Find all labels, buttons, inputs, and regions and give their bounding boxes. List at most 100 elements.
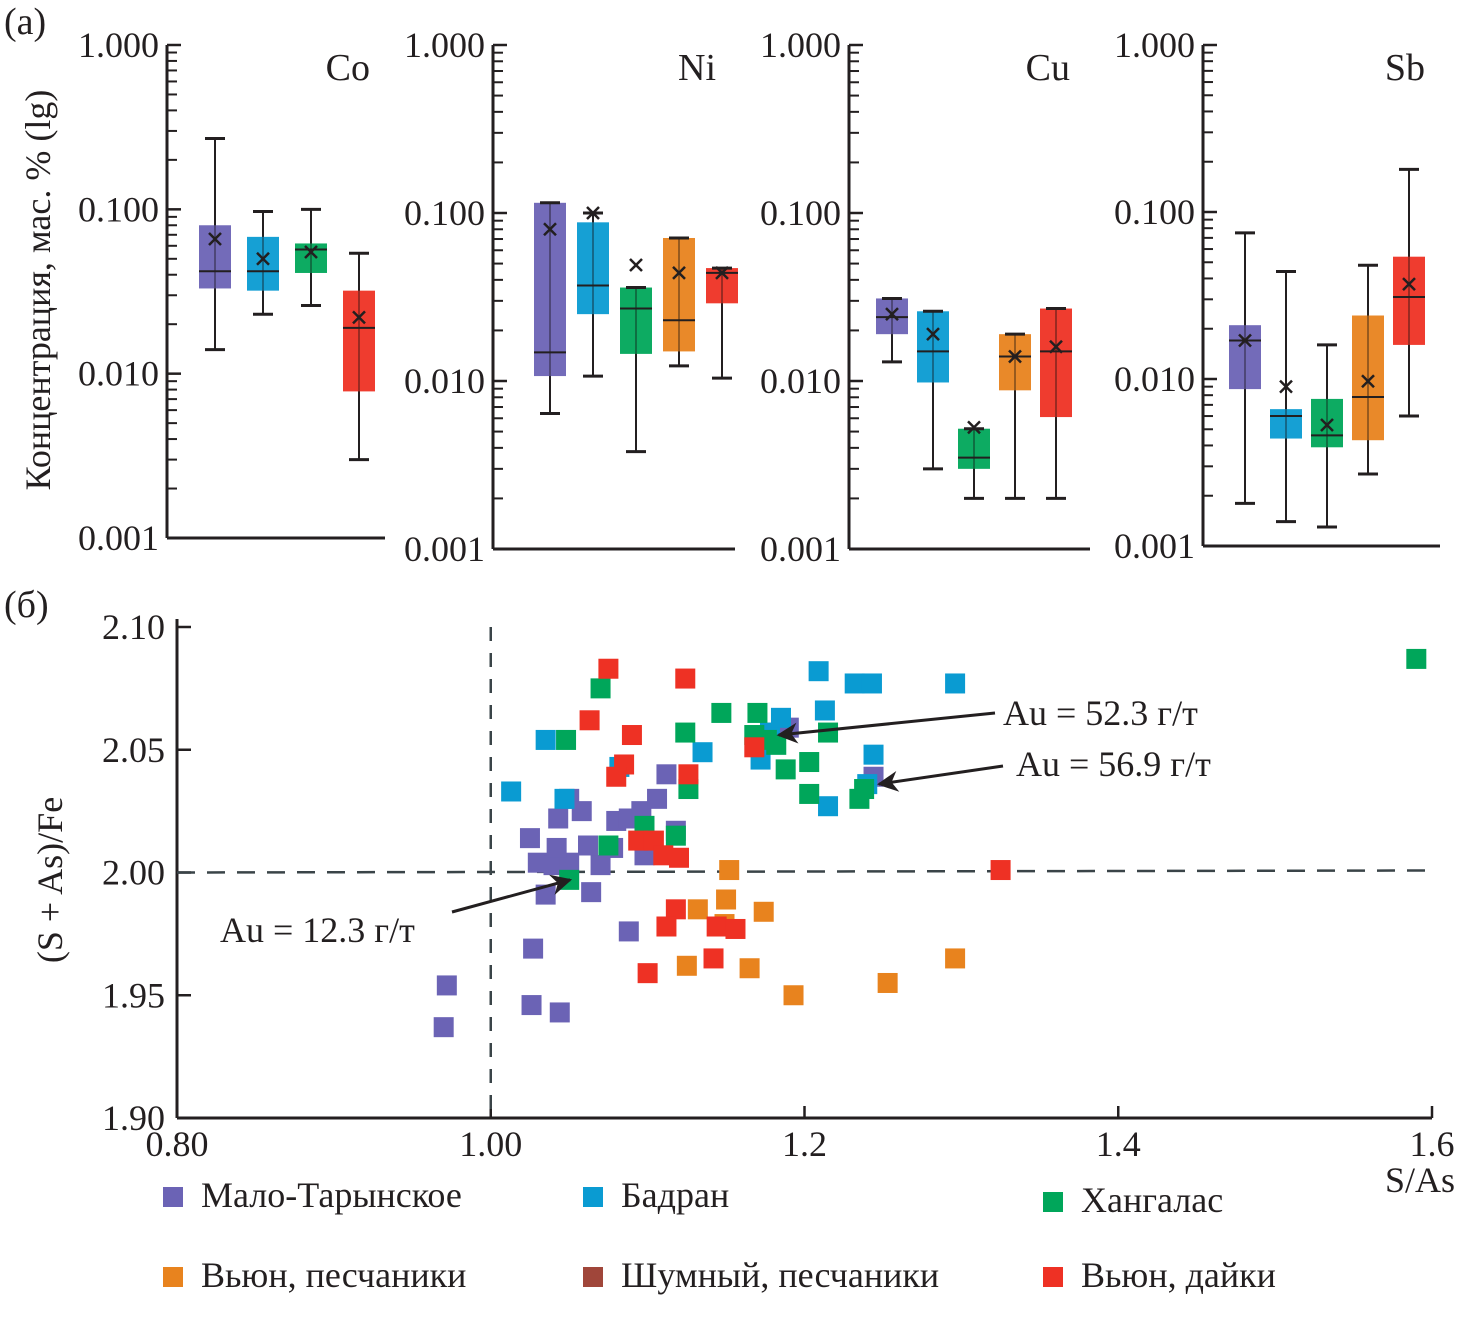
- data-point: [669, 847, 689, 868]
- x-tick-label: 1.4: [1096, 1124, 1141, 1164]
- y-tick-label: 0.010: [404, 361, 485, 401]
- y-tick-label: 0.010: [760, 361, 841, 401]
- mean-marker: [304, 245, 318, 259]
- data-point: [678, 764, 699, 785]
- data-point: [590, 855, 611, 876]
- mean-marker: [1238, 333, 1252, 348]
- legend-swatch: [1043, 1267, 1063, 1287]
- box-4: [1040, 307, 1072, 500]
- y-tick-label: 0.010: [78, 354, 159, 394]
- x-axis-title: S/As: [1385, 1160, 1455, 1200]
- data-point: [675, 668, 696, 689]
- data-point: [703, 948, 724, 969]
- legend-item-5: Вьюн, дайки: [1043, 1255, 1276, 1295]
- panel-label-a: (a): [4, 1, 46, 43]
- data-point: [676, 955, 697, 976]
- panel-title-ni: Ni: [678, 47, 716, 89]
- scatter-panel: (б) (S + As)/Fe S/As 1.90 1.95 2.00 2.05 2.10 0.…: [4, 584, 1455, 1295]
- data-point: [665, 899, 686, 920]
- data-point: [556, 729, 577, 750]
- legend-label: Шумный, песчаники: [621, 1255, 939, 1295]
- annotation-label: Au = 12.3 г/т: [220, 910, 415, 950]
- data-point: [606, 766, 627, 787]
- data-point: [521, 995, 542, 1016]
- mean-marker: [629, 258, 643, 272]
- mean-marker: [672, 266, 686, 280]
- y-tick-label: 0.100: [760, 193, 841, 233]
- annotation-arrow: [451, 874, 573, 914]
- x-tick-label: 0.80: [146, 1124, 209, 1164]
- data-point: [579, 710, 600, 731]
- legend-swatch: [163, 1267, 183, 1287]
- y-axis-title: Концентрация, мас. % (lg): [18, 90, 58, 491]
- y-tick-label: 2.00: [102, 853, 165, 893]
- data-point: [945, 948, 966, 969]
- data-point: [675, 722, 696, 743]
- y-tick-label: 0.001: [404, 529, 485, 569]
- mean-marker: [543, 222, 557, 237]
- boxplot-panels: (a) Концентрация, мас. % (lg) 1.000 0.100 0.…: [4, 1, 1440, 569]
- series-3: [676, 860, 966, 1006]
- y-tick-label: 2.10: [102, 607, 165, 647]
- data-point: [808, 661, 829, 682]
- data-point: [546, 837, 567, 858]
- box-1: [247, 210, 279, 316]
- y-axis-title: (S + As)/Fe: [30, 797, 70, 963]
- box-2: [620, 258, 652, 454]
- y-tick-label: 1.000: [1114, 25, 1195, 65]
- box-2: [958, 420, 990, 500]
- data-point: [653, 845, 674, 866]
- panel-title-co: Co: [326, 47, 370, 89]
- data-point: [990, 860, 1011, 881]
- mean-marker: [1402, 277, 1416, 291]
- data-point: [799, 752, 820, 773]
- mean-marker: [715, 266, 729, 280]
- y-tick-label: 0.100: [1114, 192, 1195, 232]
- data-point: [519, 828, 540, 849]
- x-tick-label: 1.6: [1410, 1124, 1455, 1164]
- data-point: [548, 808, 569, 829]
- panel-title-sb: Sb: [1385, 47, 1425, 89]
- data-point: [818, 796, 839, 817]
- mean-marker: [926, 327, 940, 342]
- y-tick-label: 1.000: [78, 25, 159, 65]
- data-point: [814, 700, 835, 721]
- data-point: [711, 702, 732, 723]
- data-point: [775, 759, 796, 780]
- box-3: [343, 251, 375, 462]
- panel-label-b: (б): [4, 584, 49, 626]
- data-point: [849, 788, 870, 809]
- box-3: [999, 332, 1031, 500]
- legend-item-2: Хангалас: [1043, 1180, 1223, 1220]
- data-point: [628, 830, 649, 851]
- y-tick-label: 1.95: [102, 975, 165, 1015]
- y-tick-label: 0.001: [1114, 526, 1195, 566]
- boxplot-panel-ni: 1.000 0.100 0.010 0.001 Ni: [404, 25, 738, 569]
- data-point: [598, 658, 619, 679]
- y-tick-label: 0.001: [78, 518, 159, 558]
- mean-marker: [256, 251, 270, 266]
- boxplot-panel-co: 1.000 0.100 0.010 0.001 Co: [78, 25, 385, 558]
- legend-swatch: [583, 1267, 603, 1287]
- data-point: [436, 975, 457, 996]
- mean-marker: [1049, 339, 1063, 354]
- legend-label: Вьюн, песчаники: [201, 1255, 466, 1295]
- mean-marker: [967, 420, 981, 435]
- data-point: [535, 729, 556, 750]
- data-point: [877, 972, 898, 993]
- data-point: [744, 737, 765, 758]
- y-tick-label: 0.001: [760, 529, 841, 569]
- mean-marker: [1320, 418, 1334, 432]
- box-1: [1270, 270, 1302, 524]
- annotation-label: Au = 56.9 г/т: [1016, 744, 1211, 784]
- data-point: [770, 707, 791, 728]
- data-point: [766, 734, 787, 755]
- box-1: [577, 206, 609, 378]
- boxplot-panel-cu: 1.000 0.100 0.010 0.001 Cu: [760, 25, 1090, 569]
- box-3: [663, 236, 695, 368]
- box-2: [1311, 343, 1343, 529]
- mean-marker: [352, 310, 366, 325]
- mean-marker: [1361, 374, 1375, 389]
- data-point: [725, 918, 746, 939]
